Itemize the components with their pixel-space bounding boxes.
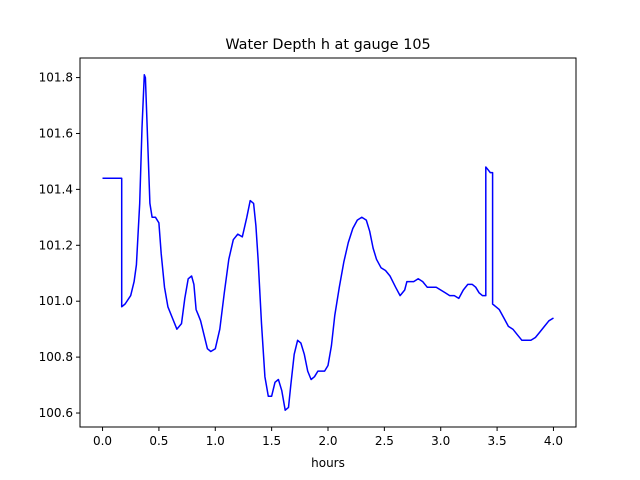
x-axis-label: hours <box>311 456 345 470</box>
x-tick-label: 0.0 <box>93 434 112 448</box>
chart-title: Water Depth h at gauge 105 <box>225 37 430 53</box>
y-tick-label: 101.4 <box>39 182 73 196</box>
y-tick-label: 100.6 <box>39 406 73 420</box>
x-tick-label: 1.5 <box>262 434 281 448</box>
x-axis: 0.0 0.5 1.0 1.5 2.0 2.5 3.0 3.5 4.0 <box>93 427 563 448</box>
y-tick-label: 101.2 <box>39 238 73 252</box>
y-tick-label: 100.8 <box>39 350 73 364</box>
y-axis: 100.6 100.8 101.0 101.2 101.4 101.6 101.8 <box>39 71 80 420</box>
x-tick-label: 2.5 <box>375 434 394 448</box>
x-tick-label: 4.0 <box>544 434 563 448</box>
y-tick-label: 101.8 <box>39 71 73 85</box>
series-layer <box>102 74 554 411</box>
y-tick-label: 101.0 <box>39 294 73 308</box>
x-tick-label: 2.0 <box>318 434 337 448</box>
x-tick-label: 3.5 <box>488 434 507 448</box>
y-tick-label: 101.6 <box>39 126 73 140</box>
x-tick-label: 3.0 <box>431 434 450 448</box>
x-tick-label: 0.5 <box>149 434 168 448</box>
series-line-0 <box>102 74 554 411</box>
x-tick-label: 1.0 <box>206 434 225 448</box>
